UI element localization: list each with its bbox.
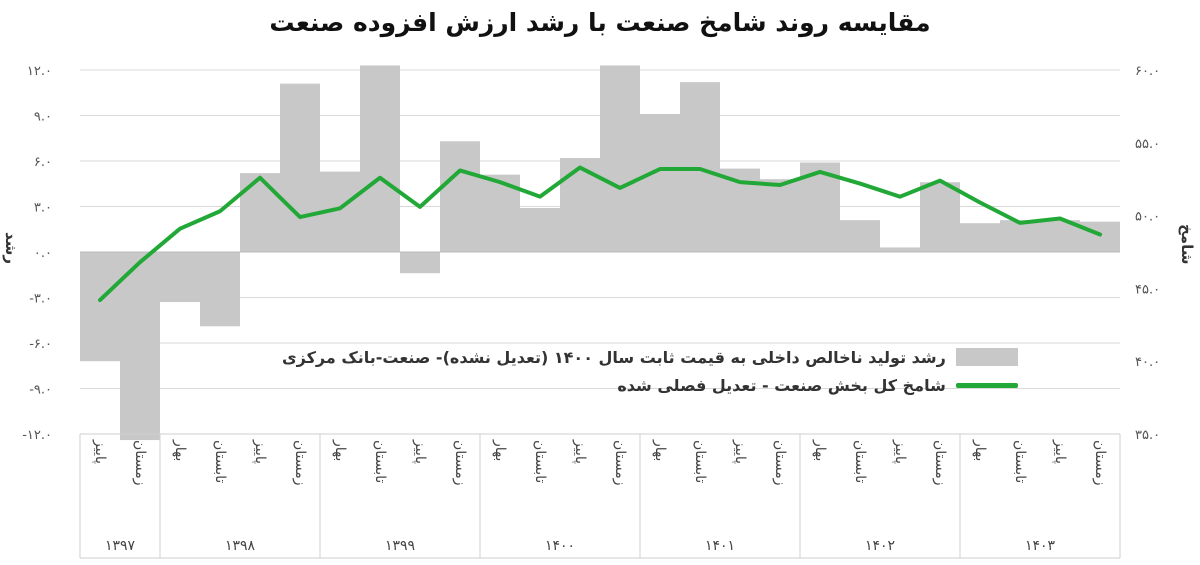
x-tick-label: پاییز: [92, 439, 108, 464]
legend-line-label: شامخ کل بخش صنعت - تعدیل فصلی شده: [617, 375, 946, 395]
x-group-label: ۱۴۰۲: [865, 538, 895, 554]
y-right-tick-label: ۴۵.۰: [1135, 282, 1160, 297]
y-left-tick-label: ۳.۰: [34, 201, 52, 216]
x-tick-label: پاییز: [252, 439, 268, 464]
x-tick-label: زمستان: [612, 440, 628, 486]
bar: [920, 182, 960, 252]
legend-item-bar: رشد تولید ناخالص داخلی به قیمت ثابت سال …: [282, 343, 1018, 371]
bar: [640, 113, 680, 252]
x-tick-label: بهار: [812, 439, 828, 461]
bar: [400, 252, 440, 274]
y-left-tick-label: ۰.۰: [34, 246, 52, 261]
bar: [200, 252, 240, 327]
y-left-tick-label: ۱۲.۰: [27, 64, 52, 79]
x-tick-label: بهار: [172, 439, 188, 461]
x-tick-label: تابستان: [532, 440, 548, 483]
y-left-tick-label: -۱۲.۰: [22, 428, 52, 443]
x-tick-label: زمستان: [772, 440, 788, 486]
y-right-tick-label: ۵۰.۰: [1135, 210, 1160, 225]
y-left-tick-label: ۹.۰: [34, 110, 52, 125]
x-group-label: ۱۳۹۸: [225, 538, 256, 554]
y-axis-left-title: رشد: [2, 232, 20, 265]
x-tick-label: پاییز: [572, 439, 588, 464]
y-right-tick-label: ۵۵.۰: [1135, 137, 1160, 152]
y-left-tick-label: -۶.۰: [29, 337, 52, 352]
x-tick-label: بهار: [332, 439, 348, 461]
x-tick-label: بهار: [652, 439, 668, 461]
y-left-tick-label: ۶.۰: [34, 155, 52, 170]
bar: [80, 252, 120, 362]
x-tick-label: پاییز: [1052, 439, 1068, 464]
bar: [520, 208, 560, 252]
y-axis-right-title: شامخ: [1178, 224, 1196, 265]
x-tick-label: تابستان: [692, 440, 708, 483]
y-right-tick-label: ۳۵.۰: [1135, 428, 1160, 443]
x-group-label: ۱۳۹۹: [385, 538, 415, 554]
line-series: [98, 165, 1102, 303]
chart-title: مقایسه روند شامخ صنعت با رشد ارزش افزوده…: [269, 8, 931, 37]
bar: [120, 252, 160, 441]
bar: [760, 179, 800, 252]
bar: [880, 247, 920, 252]
bar: [560, 157, 600, 252]
y-left-tick-label: -۳.۰: [29, 292, 52, 307]
bar: [960, 223, 1000, 252]
x-tick-label: تابستان: [372, 440, 388, 483]
x-group-label: ۱۳۹۷: [105, 538, 136, 554]
x-tick-label: زمستان: [132, 440, 148, 486]
legend-bar-swatch: [955, 348, 1018, 366]
x-tick-label: بهار: [492, 439, 508, 461]
bar: [1000, 220, 1040, 252]
bar: [600, 65, 640, 252]
y-right-tick-label: ۴۰.۰: [1135, 355, 1160, 370]
bar: [240, 173, 280, 252]
bar: [840, 220, 880, 252]
x-tick-label: پاییز: [412, 439, 428, 464]
bar: [440, 141, 480, 252]
x-tick-label: زمستان: [452, 440, 468, 486]
x-tick-label: تابستان: [852, 440, 868, 483]
x-group-label: ۱۴۰۰: [545, 538, 575, 554]
legend-item-line: شامخ کل بخش صنعت - تعدیل فصلی شده: [282, 371, 1018, 399]
x-tick-label: تابستان: [1012, 440, 1028, 483]
legend-line-swatch: [955, 382, 1018, 388]
x-group-label: ۱۴۰۱: [705, 538, 735, 554]
y-left-tick-label: -۹.۰: [29, 383, 52, 398]
legend-bar-label: رشد تولید ناخالص داخلی به قیمت ثابت سال …: [282, 347, 946, 367]
bar: [1080, 221, 1120, 252]
x-tick-label: زمستان: [292, 440, 308, 486]
x-tick-label: بهار: [972, 439, 988, 461]
x-group-label: ۱۴۰۳: [1025, 538, 1056, 554]
bar: [160, 252, 200, 303]
bar: [280, 83, 320, 253]
x-tick-label: پاییز: [892, 439, 908, 464]
x-tick-label: پاییز: [732, 439, 748, 464]
x-tick-label: زمستان: [932, 440, 948, 486]
x-tick-label: تابستان: [212, 440, 228, 483]
y-right-tick-label: ۶۰.۰: [1135, 64, 1160, 79]
x-tick-label: زمستان: [1092, 440, 1108, 486]
legend: رشد تولید ناخالص داخلی به قیمت ثابت سال …: [282, 343, 1018, 399]
bar: [360, 65, 400, 252]
